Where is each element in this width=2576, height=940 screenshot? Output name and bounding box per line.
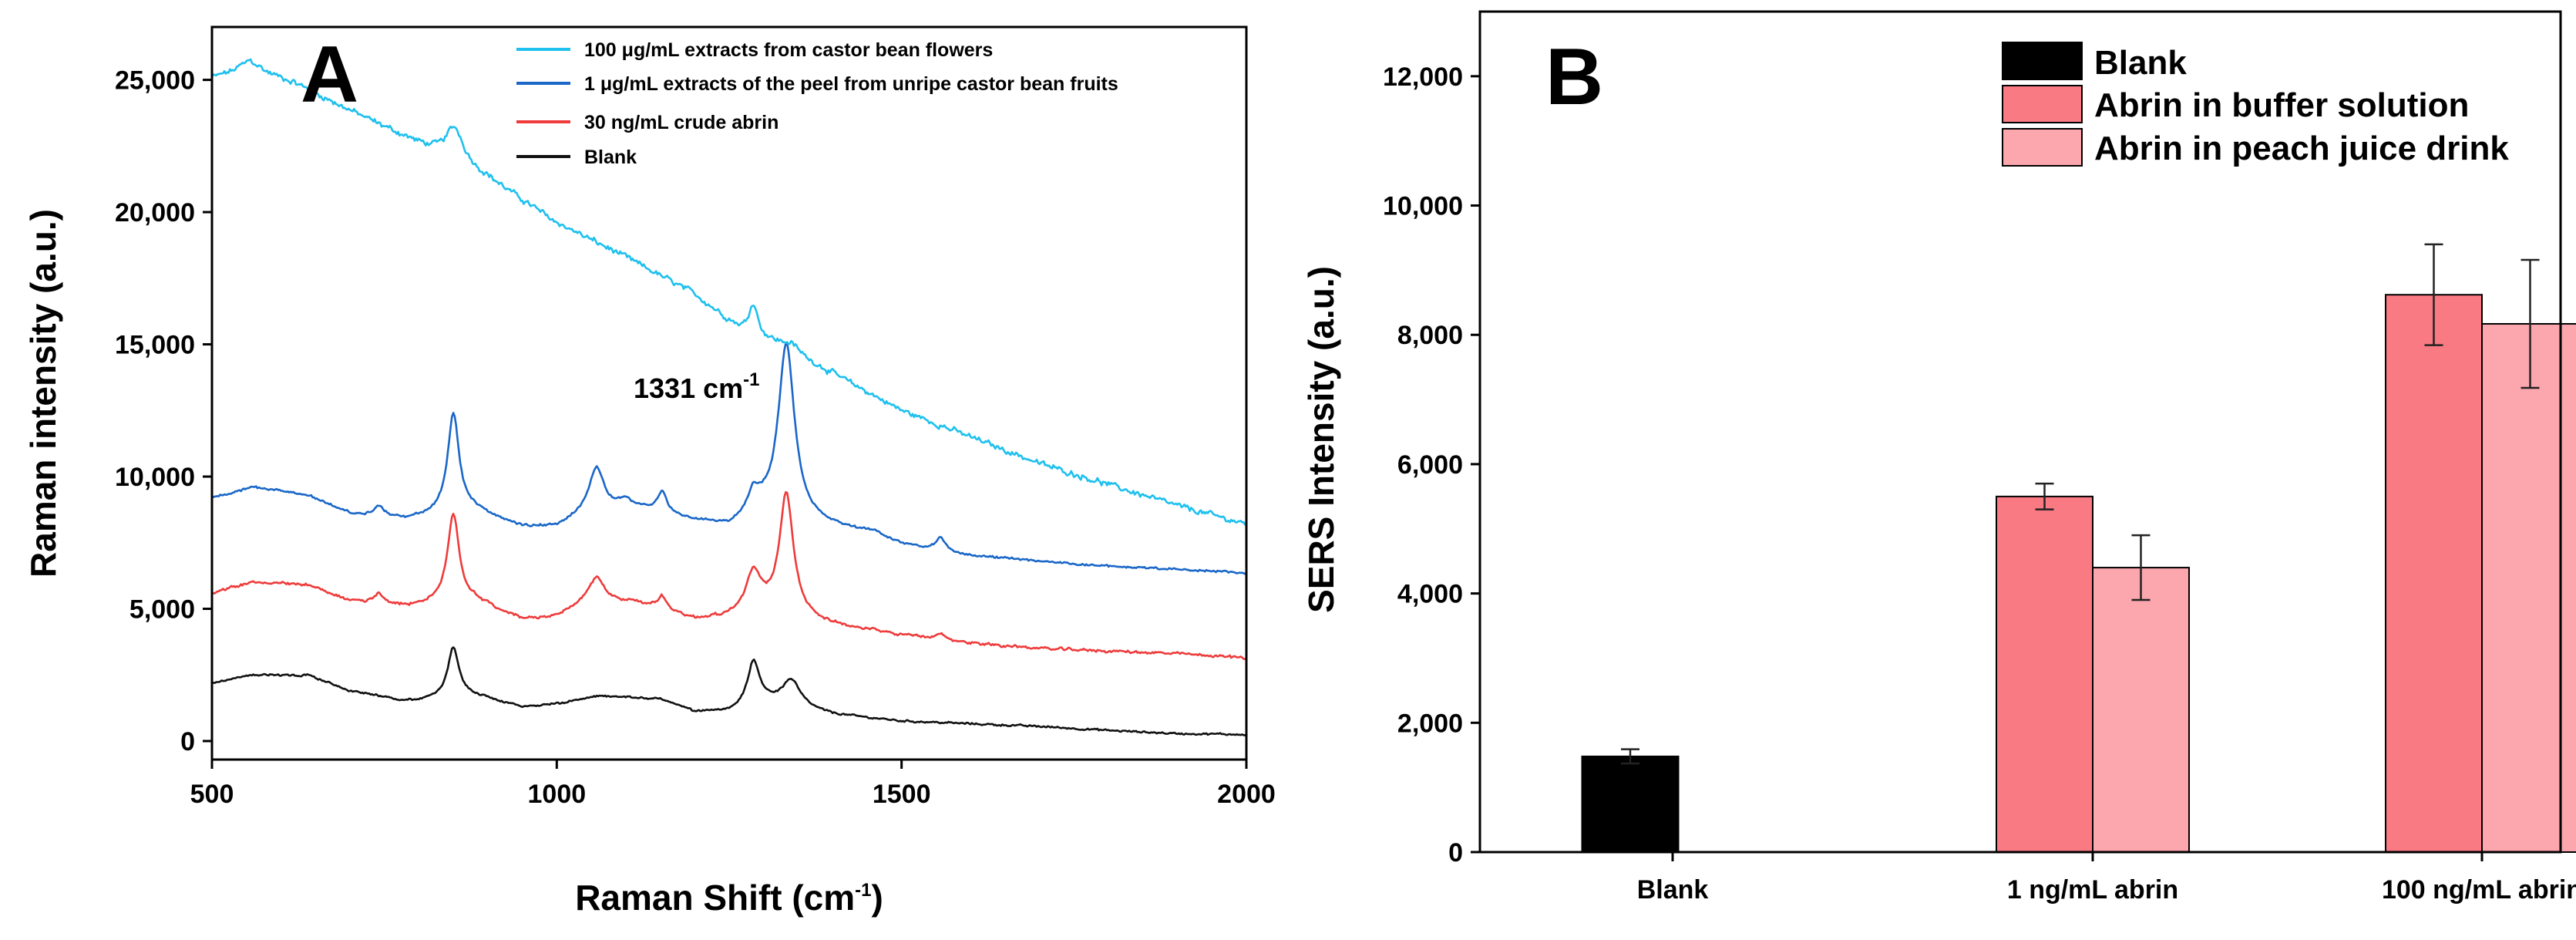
y-tick-label: 10,000 (115, 463, 195, 492)
y-tick-label: 5,000 (129, 595, 195, 625)
y-tick-label: 6,000 (1397, 450, 1463, 480)
y-tick-label: 2,000 (1397, 709, 1463, 738)
panel-a-letter: A (301, 30, 358, 120)
series-line-100-g-ml-extracts-from-castor-bean-flowers (210, 58, 1247, 526)
x-tick-label: 1 ng/mL abrin (2007, 875, 2178, 905)
legend-b-label-blank: Blank (2094, 44, 2187, 82)
peak-annotation-sup: -1 (743, 369, 759, 390)
y-tick-label: 4,000 (1397, 580, 1463, 609)
legend-b-swatch-buffer (2002, 85, 2083, 123)
y-tick-label: 8,000 (1397, 321, 1463, 350)
y-tick-label: 25,000 (115, 66, 195, 96)
panel-b-sers-bars: 0 2,000 4,000 6,000 8,000 10,000 12,000 Blank 1… (1301, 10, 2576, 905)
x-tick-label: 500 (190, 780, 234, 809)
panel-a-legend: 100 μg/mL extracts from castor bean flow… (516, 39, 1118, 168)
legend-b-label-peach: Abrin in peach juice drink (2094, 130, 2509, 167)
panel-a-x-title-main: Raman Shift (cm (575, 878, 855, 918)
series-line-30-ng-ml-crude-abrin (211, 491, 1247, 660)
x-tick-label: 1000 (528, 780, 587, 809)
legend-a-label-castor-flowers: 100 μg/mL extracts from castor bean flow… (584, 39, 993, 61)
y-tick-label: 0 (1448, 838, 1463, 868)
y-tick-label: 15,000 (115, 331, 195, 360)
y-tick-label: 0 (180, 727, 195, 756)
panel-a-y-axis-title: Raman intensity (a.u.) (23, 209, 63, 578)
legend-a-label-peel-extract: 1 μg/mL extracts of the peel from unripe… (584, 73, 1118, 95)
bar-abrin-in-peach-juice-drink (2481, 322, 2576, 853)
legend-a-label-crude-abrin: 30 ng/mL crude abrin (584, 112, 779, 133)
panel-b-legend: Blank Abrin in buffer solution Abrin in … (2002, 42, 2509, 167)
x-tick-label: 1500 (873, 780, 931, 809)
legend-a-label-blank: Blank (584, 147, 637, 168)
y-tick-label: 10,000 (1383, 192, 1463, 221)
y-tick-label: 20,000 (115, 198, 195, 227)
panel-a-x-title-end: ) (871, 878, 883, 918)
x-tick-label: 2000 (1217, 780, 1276, 809)
series-line-1-g-ml-extracts-of-the-peel-from-unripe-castor-bean-fruits (211, 342, 1247, 575)
panel-b-y-axis-title: SERS Intensity (a.u.) (1301, 266, 1341, 613)
panel-a-series-group (210, 58, 1247, 736)
panel-b-y-ticks: 0 2,000 4,000 6,000 8,000 10,000 12,000 (1383, 62, 1480, 868)
bar-blank (1581, 755, 1680, 854)
x-tick-label: 100 ng/mL abrin (2382, 875, 2576, 905)
panel-a-x-axis-title: Raman Shift (cm-1) (575, 878, 883, 918)
legend-b-swatch-peach (2002, 128, 2083, 167)
x-tick-label: Blank (1637, 875, 1709, 905)
peak-annotation-text: 1331 cm (634, 372, 743, 404)
bar-abrin-in-buffer-solution (1996, 495, 2093, 853)
panel-b-bar-group (1581, 243, 2576, 854)
legend-b-swatch-blank (2002, 42, 2083, 80)
series-line-blank (211, 646, 1247, 736)
bar-abrin-in-buffer-solution (2385, 294, 2483, 853)
peak-annotation-1331: 1331 cm-1 (634, 369, 759, 404)
panel-b-plot-frame (1478, 10, 2562, 854)
panel-b-letter: B (1545, 32, 1603, 122)
panel-a-y-ticks: 0 5,000 10,000 15,000 20,000 25,000 (115, 66, 212, 756)
legend-b-label-buffer: Abrin in buffer solution (2094, 86, 2469, 124)
y-tick-label: 12,000 (1383, 62, 1463, 92)
panel-a-plot-frame (210, 25, 1248, 761)
panel-a-raman-spectra: 0 5,000 10,000 15,000 20,000 25,000 500 1000 15… (23, 25, 1276, 918)
panel-a-x-title-sup: -1 (855, 880, 871, 901)
panel-a-x-ticks: 500 1000 1500 2000 (190, 760, 1276, 809)
panel-b-x-ticks: Blank 1 ng/mL abrin 100 ng/mL abrin (1637, 852, 2576, 905)
bar-abrin-in-peach-juice-drink (2092, 567, 2190, 853)
